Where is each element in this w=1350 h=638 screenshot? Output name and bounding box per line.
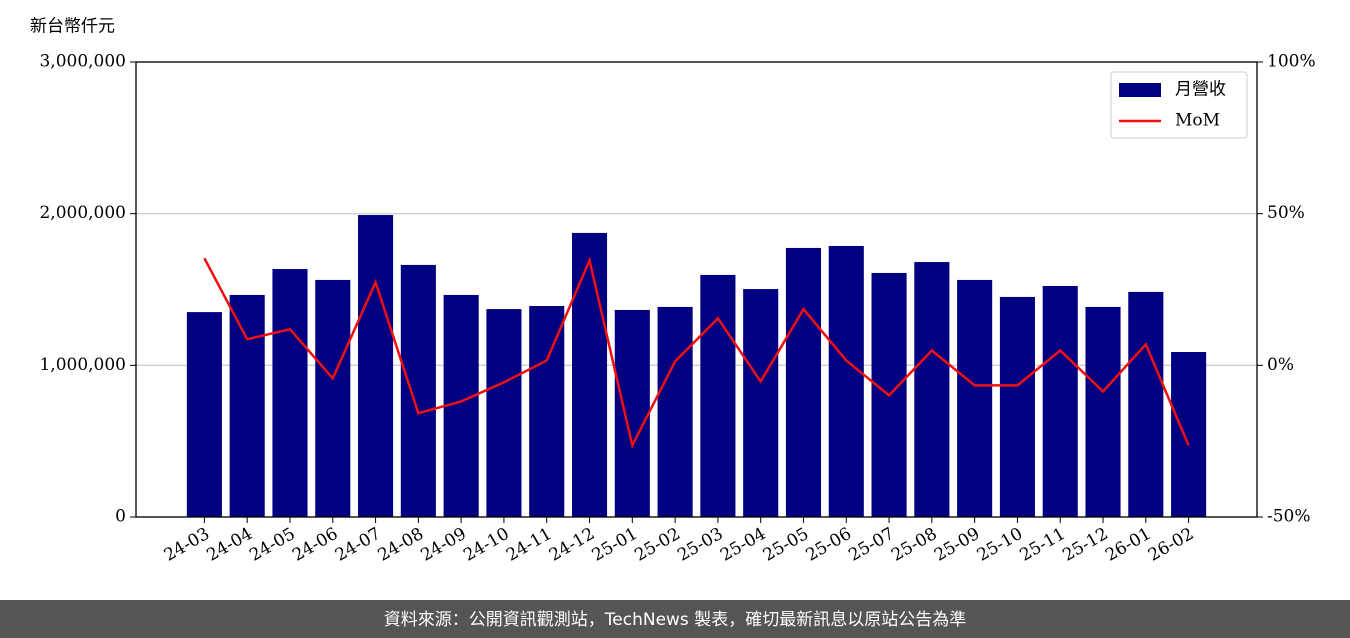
x-tick-label: 25-06 [803, 524, 855, 566]
footer-text: 資料來源：公開資訊觀測站，TechNews 製表，確切最新訊息以原站公告為準 [384, 610, 966, 630]
legend-label: MoM [1175, 111, 1220, 131]
x-tick-label: 24-03 [161, 524, 213, 566]
legend-swatch [1119, 83, 1161, 97]
bar [400, 264, 436, 517]
x-tick-label: 24-06 [289, 524, 341, 566]
bar [828, 245, 864, 517]
x-tick-label: 25-05 [760, 524, 812, 566]
bar [785, 247, 822, 517]
x-tick-label: 24-05 [246, 524, 298, 566]
x-tick-label: 24-12 [546, 524, 598, 566]
footer-bar [0, 600, 1350, 638]
bar [229, 294, 265, 517]
bar [999, 296, 1035, 517]
x-tick-label: 24-11 [503, 524, 555, 566]
bar [743, 289, 779, 517]
bar [657, 306, 693, 517]
bar [614, 309, 650, 517]
y-axis-unit: 新台幣仟元 [30, 17, 115, 37]
bar [443, 294, 479, 517]
bar [1128, 291, 1164, 517]
x-tick-label: 25-04 [717, 524, 769, 566]
line [203, 256, 1190, 450]
x-tick-label: 25-09 [931, 524, 983, 566]
bar [700, 274, 736, 517]
y2-tick-label: -50% [1267, 507, 1311, 527]
x-tick-label: 24-10 [460, 524, 512, 566]
y-tick-label: 2,000,000 [39, 203, 126, 223]
y2-tick-label: 0% [1267, 355, 1294, 375]
bar [957, 279, 993, 517]
y2-tick-label: 50% [1267, 203, 1305, 223]
x-tick-label: 25-02 [631, 524, 683, 566]
x-tick-label: 25-08 [888, 524, 940, 566]
bar [1171, 351, 1207, 517]
x-tick-label: 25-11 [1017, 524, 1069, 566]
bar [1042, 286, 1078, 517]
y-tick-label: 3,000,000 [39, 52, 126, 72]
legend-label: 月營收 [1175, 80, 1226, 100]
x-tick-label: 25-12 [1059, 524, 1111, 566]
y2-tick-label: 100% [1267, 52, 1316, 72]
bar [486, 309, 522, 517]
bar [571, 232, 608, 517]
bar [358, 215, 394, 517]
x-tick-label: 26-01 [1102, 524, 1154, 566]
bar [272, 269, 308, 517]
x-tick-label: 25-01 [589, 524, 641, 566]
bar [1085, 306, 1121, 517]
x-tick-label: 24-07 [332, 524, 384, 566]
x-tick-label: 26-02 [1145, 524, 1197, 566]
x-tick-label: 25-07 [845, 524, 897, 566]
bar [914, 262, 950, 517]
y-tick-label: 0 [115, 507, 126, 527]
bar [529, 306, 565, 517]
x-tick-label: 24-08 [375, 524, 427, 566]
plot-frame [135, 61, 1258, 518]
bar [186, 312, 222, 517]
x-tick-label: 25-10 [974, 524, 1026, 566]
bar [315, 279, 351, 517]
x-tick-label: 25-03 [674, 524, 726, 566]
x-tick-label: 24-09 [417, 524, 469, 566]
x-tick-label: 24-04 [203, 524, 255, 566]
y-tick-label: 1,000,000 [39, 355, 126, 375]
